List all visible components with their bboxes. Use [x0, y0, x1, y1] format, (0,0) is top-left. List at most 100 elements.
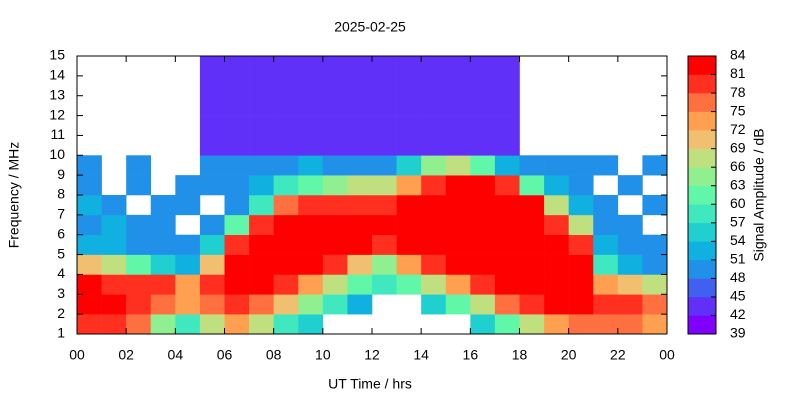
- heatmap-cell: [249, 115, 274, 136]
- heatmap-cell: [77, 214, 102, 236]
- colorbar-swatch: [688, 222, 716, 242]
- heatmap-cell: [126, 294, 152, 315]
- heatmap-cell: [347, 274, 373, 295]
- colorbar-tick-label: 63: [730, 176, 746, 192]
- heatmap-cell: [273, 135, 299, 156]
- heatmap-cell: [642, 294, 668, 315]
- colorbar-swatch: [688, 148, 716, 168]
- heatmap-cell: [298, 294, 324, 315]
- heatmap-cell: [421, 95, 447, 116]
- colorbar-tick-label: 84: [730, 47, 746, 63]
- heatmap-cell: [544, 294, 569, 315]
- heatmap-cell: [249, 195, 274, 216]
- heatmap-cell: [273, 195, 299, 216]
- heatmap-cell: [224, 195, 250, 216]
- heatmap-cell: [322, 95, 348, 116]
- heatmap-cell: [396, 175, 422, 196]
- colorbar-tick-label: 60: [730, 195, 746, 211]
- colorbar-swatch: [688, 315, 716, 335]
- heatmap-cell: [494, 155, 520, 176]
- heatmap-cell: [249, 75, 274, 97]
- heatmap-cell: [224, 214, 250, 236]
- y-tick-label: 12: [49, 106, 65, 122]
- heatmap-cell: [470, 115, 496, 136]
- colorbar-tick-label: 75: [730, 102, 746, 118]
- y-tick-label: 1: [57, 325, 65, 341]
- x-tick-label: 14: [413, 347, 429, 363]
- heatmap-cell: [494, 135, 520, 156]
- y-tick-label: 9: [57, 166, 65, 182]
- heatmap-cell: [273, 115, 299, 136]
- heatmap-cell: [224, 234, 250, 255]
- heatmap-cell: [77, 254, 102, 275]
- heatmap-cell: [150, 254, 176, 275]
- heatmap-cell: [298, 314, 324, 335]
- heatmap-cell: [175, 234, 201, 255]
- heatmap-cell: [199, 234, 225, 255]
- colorbar-swatch: [688, 259, 716, 279]
- heatmap-cell: [347, 56, 373, 77]
- colorbar-tick-label: 69: [730, 139, 746, 155]
- heatmap-cell: [298, 274, 324, 295]
- heatmap-cell: [421, 214, 447, 236]
- x-tick-label: 00: [659, 347, 675, 363]
- heatmap-cell: [617, 294, 643, 315]
- colorbar-swatch: [688, 56, 716, 75]
- heatmap-cell: [494, 75, 520, 97]
- heatmap-cell: [568, 214, 594, 236]
- heatmap-cell: [298, 234, 324, 255]
- x-tick-label: 18: [512, 347, 528, 363]
- colorbar-tick-label: 72: [730, 121, 746, 137]
- heatmap-cell: [77, 155, 102, 176]
- heatmap-cell: [322, 254, 348, 275]
- x-tick-label: 20: [561, 347, 577, 363]
- heatmap-cell: [421, 56, 447, 77]
- heatmap-cell: [544, 195, 569, 216]
- y-tick-label: 15: [49, 47, 65, 63]
- heatmap-cell: [568, 274, 594, 295]
- colorbar-tick-label: 45: [730, 288, 746, 304]
- heatmap-cell: [199, 75, 225, 97]
- heatmap-cell: [396, 95, 422, 116]
- heatmap-cell: [273, 234, 299, 255]
- heatmap-cell: [445, 195, 471, 216]
- heatmap-cell: [372, 254, 397, 275]
- heatmap-cell: [273, 175, 299, 196]
- colorbar-swatch: [688, 204, 716, 224]
- heatmap-cell: [175, 175, 201, 196]
- heatmap-cell: [126, 274, 152, 295]
- heatmap-cell: [150, 214, 176, 236]
- y-tick-label: 8: [57, 186, 65, 202]
- heatmap-cell: [199, 314, 225, 335]
- heatmap-cell: [224, 135, 250, 156]
- heatmap-cell: [249, 274, 274, 295]
- heatmap-cell: [494, 294, 520, 315]
- heatmap-cell: [445, 254, 471, 275]
- heatmap-cell: [249, 56, 274, 77]
- heatmap-cell: [642, 234, 668, 255]
- heatmap-cell: [642, 314, 668, 335]
- heatmap-cell: [544, 214, 569, 236]
- heatmap-cell: [298, 115, 324, 136]
- heatmap-cell: [126, 175, 152, 196]
- heatmap-cell: [372, 95, 397, 116]
- colorbar-swatch: [688, 111, 716, 131]
- heatmap-cell: [544, 175, 569, 196]
- colorbar-frame: [687, 55, 717, 335]
- heatmap-cell: [126, 314, 152, 335]
- heatmap-cell: [470, 274, 496, 295]
- heatmap-cell: [199, 115, 225, 136]
- heatmap-cell: [249, 95, 274, 116]
- heatmap-cell: [224, 274, 250, 295]
- heatmap-cell: [175, 254, 201, 275]
- heatmap-cell: [519, 214, 545, 236]
- x-tick-label: 00: [69, 347, 85, 363]
- heatmap-cell: [249, 175, 274, 196]
- heatmap-cell: [126, 214, 152, 236]
- x-tick-label: 12: [364, 347, 380, 363]
- colorbar-tick-label: 42: [730, 306, 746, 322]
- heatmap-cell: [519, 155, 545, 176]
- chart-title: 2025-02-25: [334, 19, 406, 35]
- heatmap-cell: [322, 294, 348, 315]
- heatmap-cell: [298, 135, 324, 156]
